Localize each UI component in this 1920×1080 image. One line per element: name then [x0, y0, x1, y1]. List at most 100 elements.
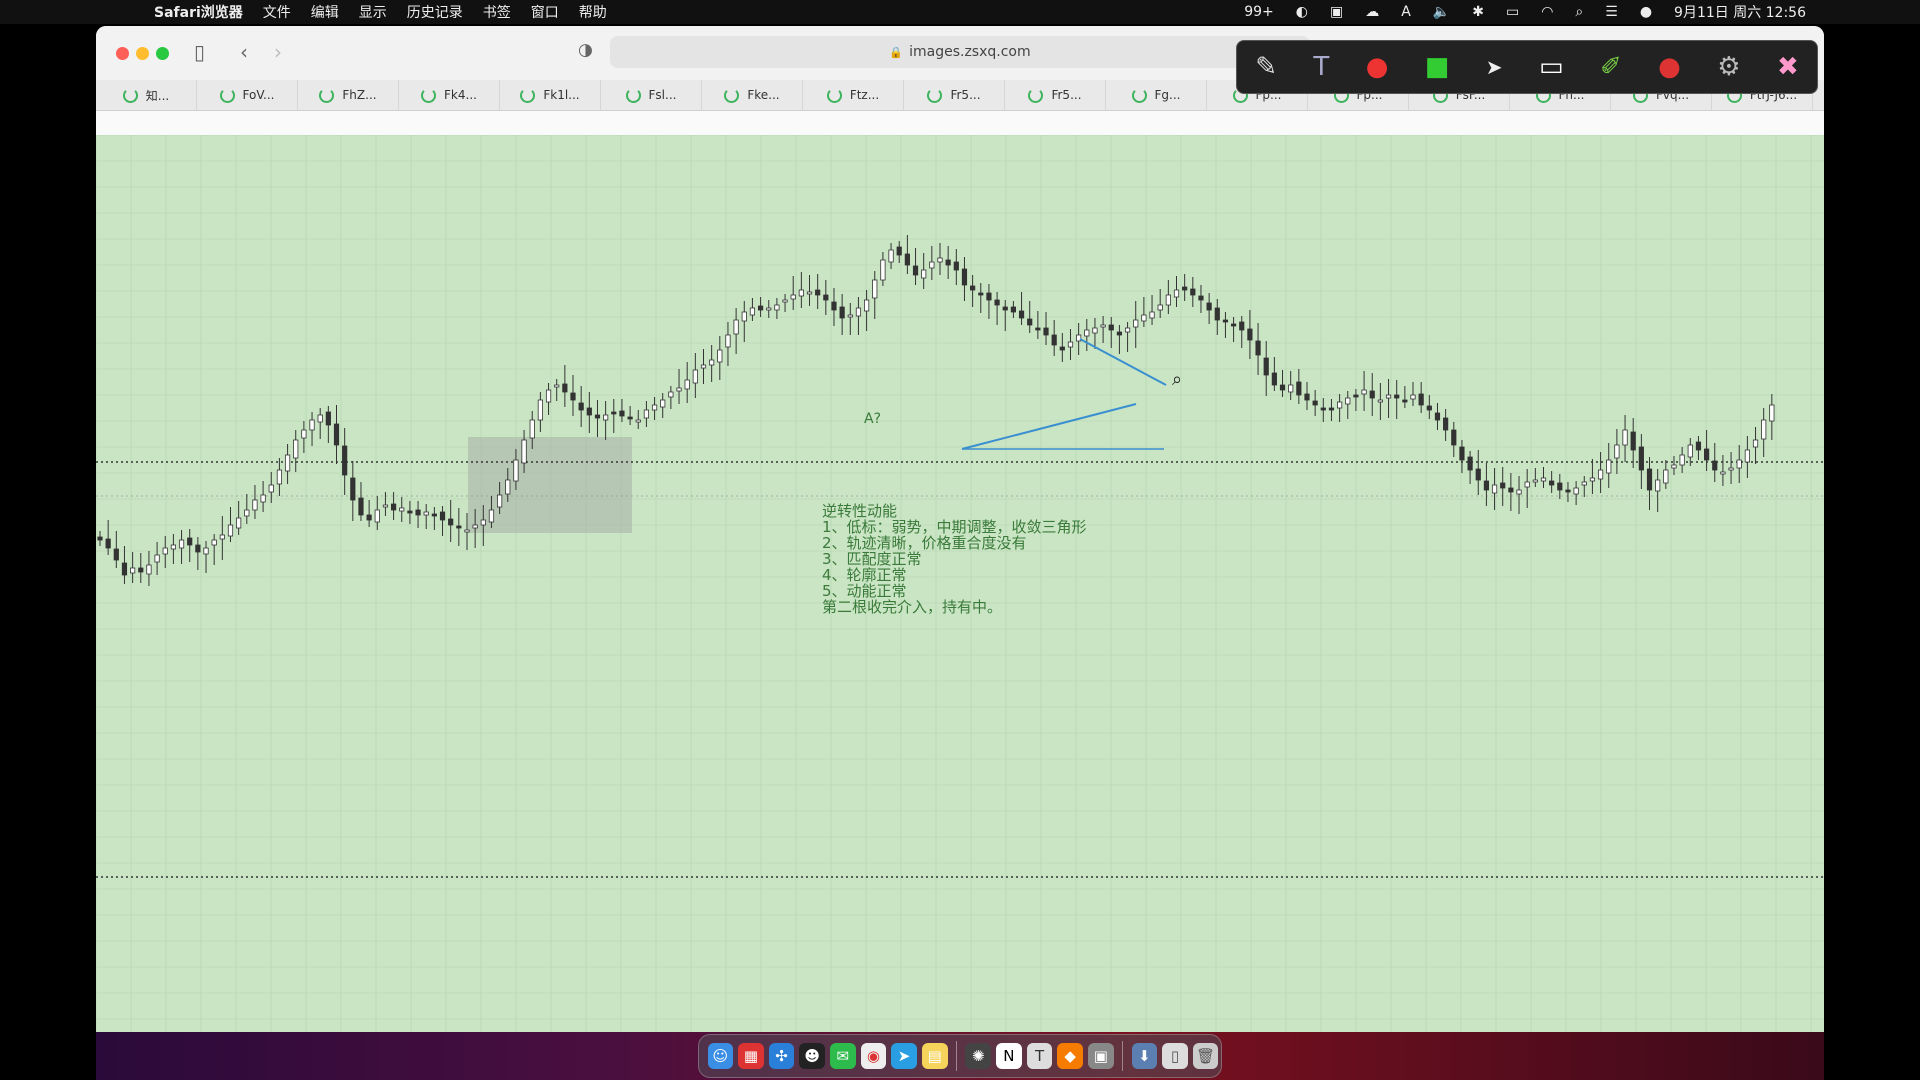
notification-badge[interactable]: 99+ [1244, 4, 1274, 20]
candle-body [1630, 431, 1636, 451]
downloads-icon[interactable]: ⬇ [1131, 1043, 1158, 1069]
screen-record-icon[interactable]: ▣ [1329, 4, 1344, 20]
candle-body [407, 510, 413, 514]
candle-body [284, 454, 291, 472]
tab-label: Fke... [747, 88, 780, 102]
privacy-shield-icon[interactable]: ◑ [578, 40, 593, 60]
candle-body [154, 554, 160, 563]
eraser-icon[interactable]: ✖ [1776, 52, 1799, 82]
sidebar-toggle-icon[interactable]: ▯ [194, 40, 206, 64]
menu-history[interactable]: 历史记录 [406, 5, 463, 21]
chrome-icon[interactable]: ◉ [860, 1043, 887, 1069]
launchpad-icon[interactable]: ▦ [738, 1043, 764, 1069]
close-button[interactable] [116, 47, 129, 60]
candle-body [953, 261, 959, 271]
address-bar[interactable]: 🔒 images.zsxq.com [610, 36, 1310, 68]
loading-spinner-icon [1726, 87, 1742, 103]
input-method-icon[interactable]: A [1401, 4, 1411, 20]
status-icon[interactable]: ◐ [1295, 4, 1308, 20]
candle-body [1043, 327, 1049, 336]
typora-icon[interactable]: T [1026, 1043, 1053, 1069]
candle-body [480, 519, 486, 526]
battery-icon[interactable]: ▭ [1505, 4, 1520, 20]
candle-body [709, 359, 715, 366]
settings-icon[interactable]: ⚙ [1717, 52, 1741, 82]
app-menu[interactable]: Safari浏览器 [154, 5, 243, 21]
browser-tab[interactable]: Fr5... [1005, 80, 1106, 110]
chart-notes: 逆转性动能 1、低标：弱势，中期调整，收敛三角形 2、轨迹清晰，价格重合度没有 … [822, 503, 1087, 615]
search-icon[interactable]: ⌕ [1575, 4, 1584, 20]
menu-window[interactable]: 窗口 [530, 5, 559, 21]
loading-spinner-icon [927, 87, 943, 103]
pointer-icon[interactable]: ➤ [1485, 55, 1503, 79]
chart-image [96, 135, 1824, 1032]
shape-icon[interactable]: ● [1365, 52, 1389, 82]
browser-tab[interactable]: FhZ... [298, 80, 399, 110]
candle-body [333, 423, 340, 446]
browser-tab[interactable]: FoV... [197, 80, 298, 110]
clock[interactable]: 9月11日 周六 12:56 [1674, 5, 1806, 21]
pen-icon[interactable]: ✎ [1255, 52, 1277, 82]
candle-body [1736, 459, 1742, 469]
candle-body [1084, 329, 1090, 337]
volume-icon[interactable]: 🔈 [1432, 4, 1451, 20]
candle-body [431, 513, 437, 517]
finder-icon[interactable]: ☺ [707, 1043, 734, 1069]
candle-body [619, 410, 625, 417]
telegram-icon[interactable]: ➤ [891, 1043, 917, 1069]
menu-edit[interactable]: 编辑 [310, 5, 339, 21]
wechat-icon[interactable]: ✉ [830, 1043, 856, 1069]
safari-icon[interactable]: ✣ [768, 1043, 795, 1069]
highlighter-icon[interactable]: ■ [1424, 52, 1450, 82]
trendline-support [961, 403, 1137, 450]
back-icon[interactable]: ‹ [240, 40, 248, 64]
bluetooth-icon[interactable]: ✱ [1472, 4, 1484, 20]
qq-icon[interactable]: ☻ [799, 1043, 825, 1069]
preview-icon[interactable]: ▣ [1087, 1043, 1114, 1069]
trash-icon[interactable]: 🗑 [1192, 1043, 1219, 1069]
browser-tab[interactable]: Fke... [702, 80, 803, 110]
candle-body [1679, 454, 1685, 466]
browser-tab[interactable]: Fg... [1106, 80, 1207, 110]
candle-body [1622, 429, 1628, 446]
browser-tab[interactable]: Fr5... [904, 80, 1005, 110]
notes-icon[interactable]: ▤ [921, 1043, 948, 1069]
menu-file[interactable]: 文件 [262, 5, 291, 21]
minimize-button[interactable] [136, 47, 149, 60]
siri-icon[interactable]: ● [1639, 4, 1653, 20]
candle-body [236, 517, 242, 529]
cloud-icon[interactable]: ☁ [1365, 4, 1380, 20]
davinci-icon[interactable]: ✺ [965, 1043, 992, 1069]
candle-body [187, 537, 193, 546]
menu-view[interactable]: 显示 [358, 5, 387, 21]
documents-icon[interactable]: ▯ [1162, 1043, 1188, 1069]
candle-body [1100, 324, 1106, 328]
control-center-icon[interactable]: ☰ [1605, 4, 1618, 20]
candle-body [782, 299, 788, 303]
candle-body [994, 299, 1000, 306]
zoom-button[interactable] [156, 47, 169, 60]
text-icon[interactable]: T [1313, 52, 1330, 82]
rectangle-icon[interactable]: ▭ [1538, 52, 1564, 82]
forward-icon[interactable]: › [274, 40, 282, 64]
browser-tab[interactable]: Fsl... [601, 80, 702, 110]
browser-tab[interactable]: Fk4... [399, 80, 500, 110]
marker-icon[interactable]: ✐ [1599, 52, 1622, 82]
menu-help[interactable]: 帮助 [578, 5, 607, 21]
browser-tab[interactable]: Fk1l... [500, 80, 601, 110]
menu-bookmarks[interactable]: 书签 [482, 5, 511, 21]
candle-body [350, 477, 356, 501]
browser-tab[interactable]: 知... [96, 80, 197, 110]
tab-label: Fk4... [444, 88, 477, 102]
candle-body [293, 439, 299, 459]
candle-body [382, 504, 389, 508]
menu-bar: Safari浏览器 文件 编辑 显示 历史记录 书签 窗口 帮助 99+ ◐ ▣… [0, 0, 1920, 24]
candle-body [366, 514, 372, 521]
browser-tab[interactable]: Ftz... [803, 80, 904, 110]
wifi-icon[interactable]: ◠ [1541, 4, 1554, 20]
candle-body [1320, 407, 1326, 411]
candle-body [260, 494, 266, 503]
record-icon[interactable]: ● [1658, 52, 1681, 82]
notion-icon[interactable]: N [996, 1043, 1022, 1069]
sublime-icon[interactable]: ◆ [1057, 1043, 1083, 1069]
